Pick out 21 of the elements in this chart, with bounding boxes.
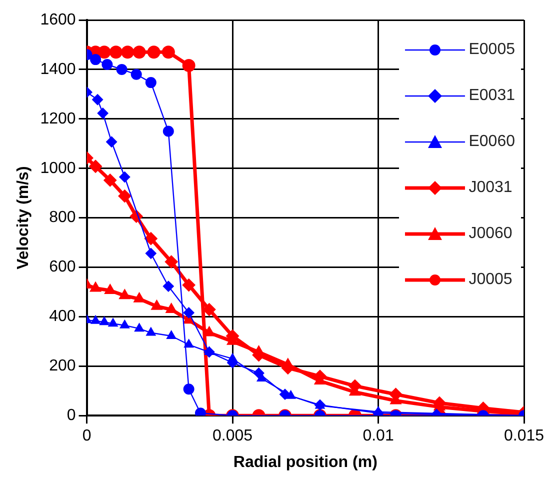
y-tick-label: 1200: [40, 110, 76, 128]
y-tick-label: 200: [49, 358, 76, 375]
x-tick-label: 0.015: [504, 428, 544, 445]
legend-label: J0031: [468, 179, 512, 197]
legend-label: E0031: [468, 87, 515, 105]
y-tick-label: 600: [49, 258, 76, 276]
legend-label: J0060: [468, 225, 512, 243]
legend-label: J0005: [468, 271, 512, 289]
y-tick-label: 1600: [40, 11, 76, 28]
y-tick-label: 800: [49, 209, 76, 226]
x-axis-title: Radial position (m): [233, 454, 378, 471]
x-tick-label: 0: [82, 428, 92, 445]
y-axis-title: Velocity (m/s): [15, 166, 32, 270]
y-tick-label: 400: [49, 308, 76, 326]
legend-label: E0060: [468, 133, 515, 151]
x-tick-label: 0.005: [212, 428, 253, 445]
x-tick-label: 0.01: [362, 428, 394, 445]
y-tick-label: 0: [66, 407, 76, 424]
y-tick-label: 1000: [40, 160, 76, 177]
y-tick-label: 1400: [40, 60, 76, 78]
legend-label: E0005: [468, 41, 515, 59]
